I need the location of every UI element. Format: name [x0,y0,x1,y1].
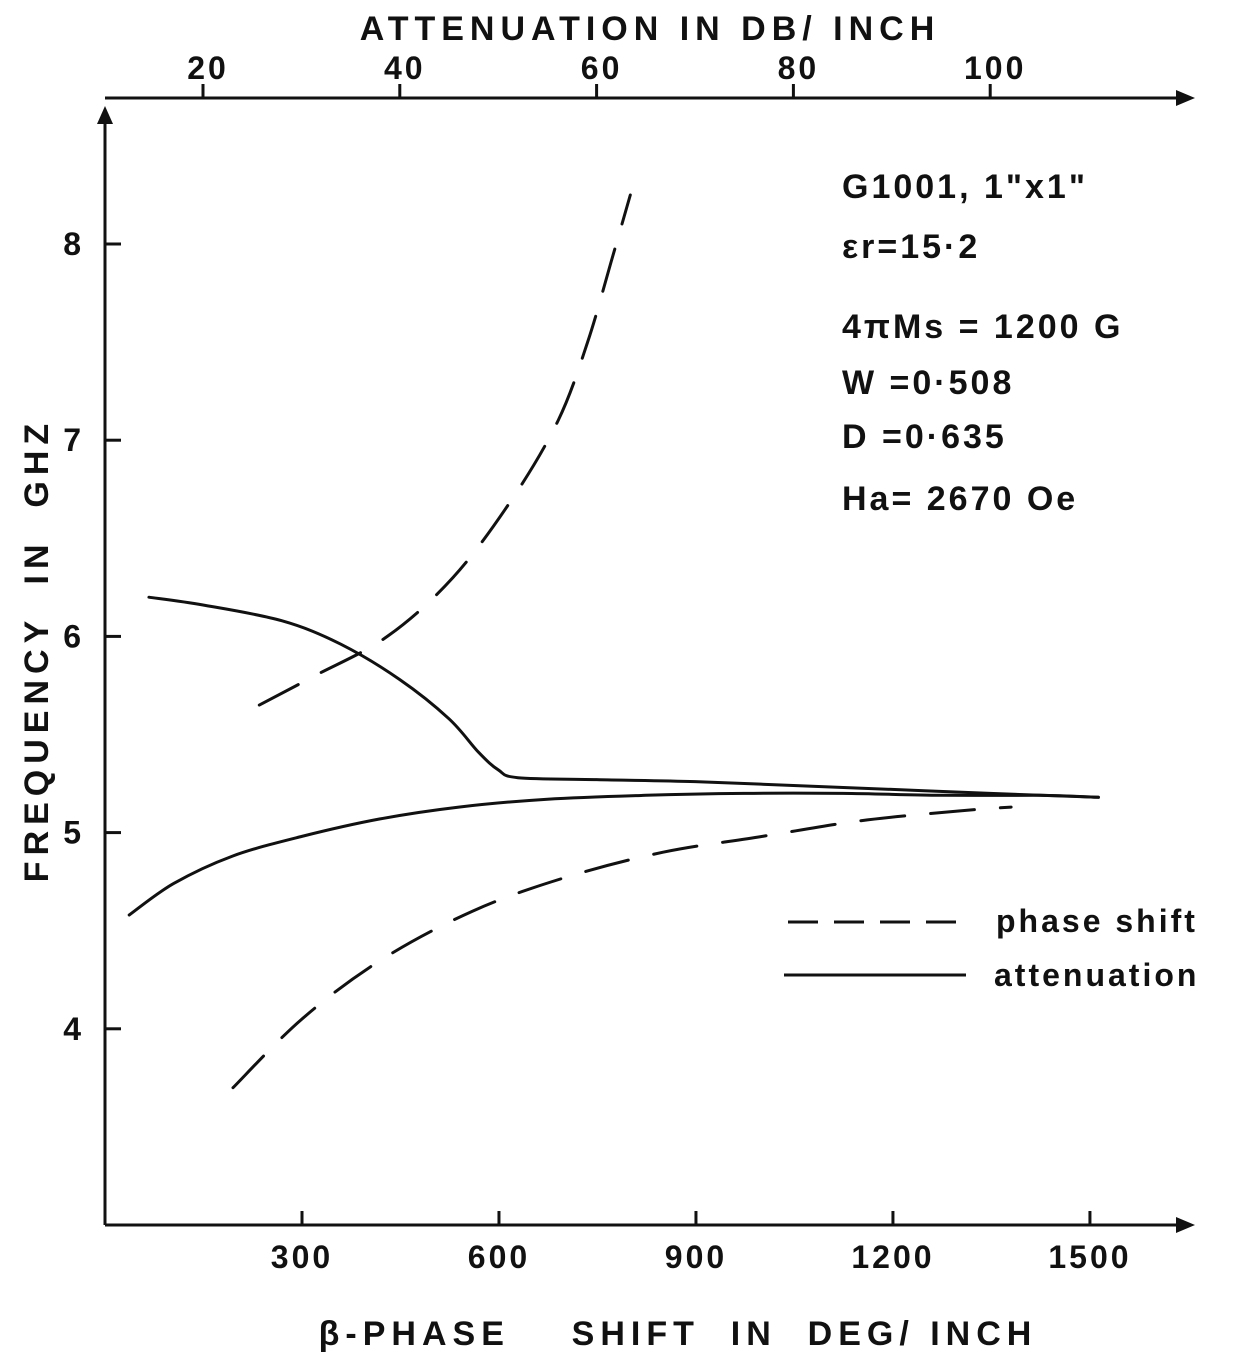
y-tick-label: 5 [63,815,84,851]
x-tick-label: 600 [468,1239,530,1275]
phase-shift-lower-curve [231,805,1013,1090]
y-axis-title: FREQUENCY IN GHZ [18,418,56,882]
x-tick-label: 1500 [1048,1239,1131,1275]
y-tick-label: 7 [63,422,84,458]
annotation-width: W =0·508 [842,364,1014,402]
x2-tick-label: 100 [964,50,1026,86]
annotation-magnetization: 4πMs = 1200 G [842,308,1123,346]
y-tick-label: 4 [63,1011,84,1047]
x2-tick-label: 80 [778,50,820,86]
series-group [127,193,1100,1090]
top-axis-title: ATTENUATION IN DB/ INCH [360,10,941,48]
x-tick-label: 900 [665,1239,727,1275]
annotation-permittivity: εr=15·2 [842,228,980,266]
legend-phase-label: phase shift [996,903,1198,939]
top-x-axis-arrow-icon [1176,90,1195,106]
attenuation-upper-curve [147,595,1100,799]
x2-tick-label: 40 [384,50,426,86]
legend: phase shift attenuation [784,903,1199,993]
legend-atten-label: attenuation [994,957,1199,993]
ticks: 300 600 900 1200 1500 20 40 60 80 100 4 5 6 7 8 [63,50,1131,1275]
attenuation-lower-curve [127,791,1100,917]
annotation-sample: G1001, 1"x1" [842,168,1088,206]
annotation-field: Ha= 2670 Oe [842,480,1078,518]
bottom-x-axis-arrow-icon [1176,1217,1195,1233]
x-tick-label: 1200 [851,1239,934,1275]
x-tick-label: 300 [271,1239,333,1275]
axes [97,90,1195,1233]
x2-tick-label: 60 [581,50,623,86]
bottom-axis-title: β-PHASE SHIFT IN DEG/ INCH [319,1315,1038,1353]
y-axis-arrow-icon [97,106,113,124]
y-tick-label: 6 [63,618,84,654]
parameter-annotations: G1001, 1"x1" εr=15·2 4πMs = 1200 G W =0·… [842,168,1123,518]
phase-shift-upper-curve [257,193,632,707]
annotation-depth: D =0·635 [842,418,1007,456]
y-tick-label: 8 [63,226,84,262]
x2-tick-label: 20 [187,50,229,86]
